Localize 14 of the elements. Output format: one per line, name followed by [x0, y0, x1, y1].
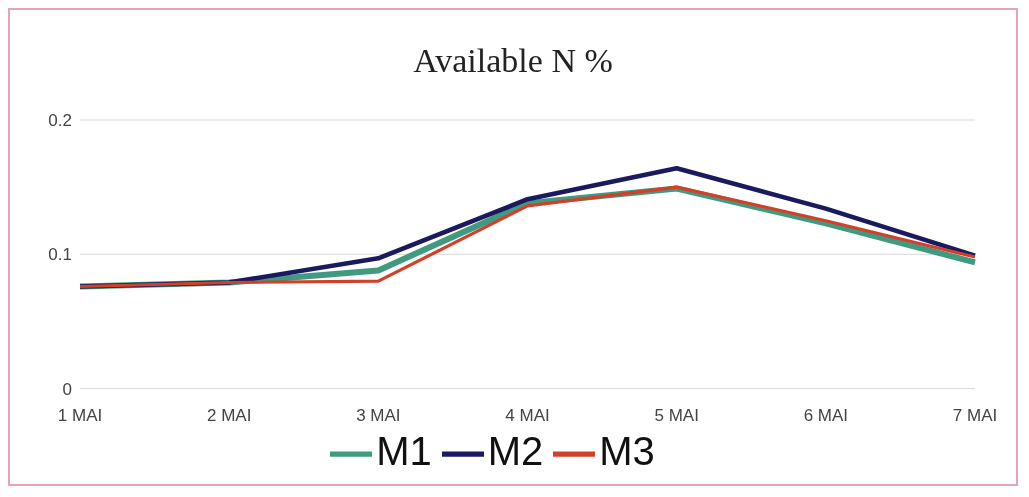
legend-label: M1: [376, 428, 432, 473]
x-tick-label: 6 MAI: [803, 405, 849, 425]
chart-title: Available N %: [412, 42, 614, 81]
x-tick-label: 7 MAI: [952, 405, 998, 425]
x-tick-label: 1 MAI: [57, 405, 103, 425]
x-tick-label: 4 MAI: [505, 405, 550, 425]
x-tick-label: 5 MAI: [654, 405, 699, 425]
x-tick-label: 3 MAI: [356, 405, 401, 425]
x-tick-label: 2 MAI: [206, 405, 252, 425]
legend-label: M2: [487, 428, 544, 473]
y-tick-label: 0.2: [48, 111, 72, 131]
legend-label: M3: [599, 428, 655, 473]
y-tick-label: 0.1: [48, 245, 72, 265]
y-tick-label: 0: [62, 379, 72, 399]
